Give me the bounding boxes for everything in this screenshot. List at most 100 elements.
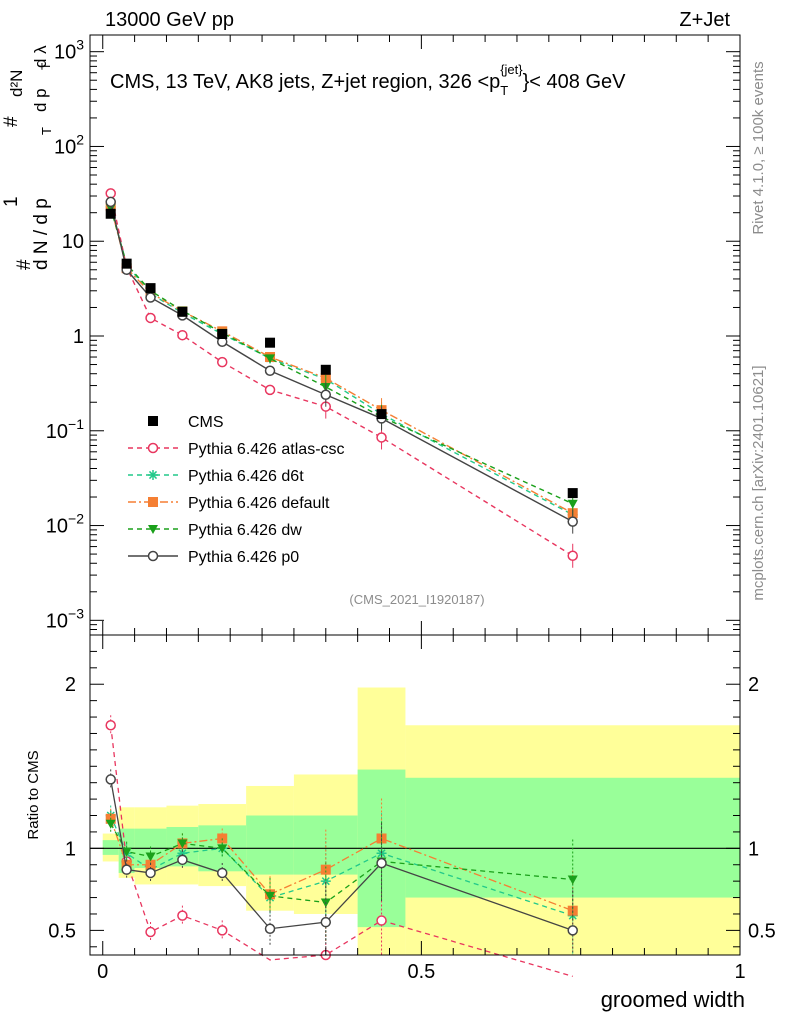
y-tick-label: 1	[73, 326, 84, 348]
series-atlas	[105, 188, 578, 568]
ratio-point-p0	[567, 925, 578, 936]
band-inner	[102, 840, 119, 855]
y-tick-label: 103	[54, 37, 84, 64]
point-atlas	[216, 356, 228, 368]
ratio-point-p0	[177, 854, 188, 866]
legend-marker-d6t	[148, 470, 158, 480]
point-p0	[145, 292, 156, 303]
source-label: mcplots.cern.ch [arXiv:2401.10621]	[750, 365, 767, 600]
ratio-ytick-label-left: 2	[65, 674, 76, 696]
xlabel: groomed width	[601, 987, 745, 1012]
ratio-point-atlas	[105, 720, 116, 731]
ratio-point-p0	[376, 857, 387, 869]
series-p0	[105, 196, 578, 534]
point-p0	[264, 365, 276, 376]
legend-marker-dw	[148, 525, 158, 534]
analysis-id: (CMS_2021_I1920187)	[349, 592, 484, 607]
point-atlas	[264, 384, 276, 396]
y-tick-label: 10−3	[46, 605, 84, 632]
ratio-point-dw	[177, 839, 188, 849]
point-cms	[320, 364, 331, 375]
ratio-point-p0	[145, 867, 156, 879]
legend-label-cms: CMS	[188, 414, 224, 431]
point-dw	[265, 354, 276, 364]
ratio-point-default	[320, 864, 331, 875]
ratio-ylabel: Ratio to CMS	[25, 750, 42, 839]
ratio-ytick-label-right: 0.5	[748, 920, 776, 942]
ratio-point-dw	[217, 844, 228, 854]
ratio-ytick-label-left: 0.5	[48, 920, 76, 942]
point-cms	[177, 306, 188, 317]
point-cms	[217, 328, 228, 339]
point-cms	[567, 488, 578, 499]
ylabel-hash-2: #	[1, 116, 22, 127]
ylabel-dn: d N / d p	[31, 198, 52, 270]
upper-series-group	[105, 188, 578, 568]
chart-title: CMS, 13 TeV, AK8 jets, Z+jet region, 326…	[110, 62, 626, 98]
ratio-series-p0	[105, 769, 578, 955]
ratio-ytick-label-right: 2	[748, 674, 759, 696]
series-line-dw	[110, 207, 574, 505]
ratio-ytick-label-left: 1	[65, 838, 76, 860]
ratio-point-dw	[567, 875, 578, 885]
x-tick-label: 1	[734, 961, 745, 983]
ratio-point-dw	[265, 891, 276, 901]
ratio-ytick-label-right: 1	[748, 838, 759, 860]
ratio-point-dw	[121, 847, 132, 857]
point-atlas	[145, 312, 156, 324]
ratio-point-d6t	[320, 876, 331, 887]
ratio-point-dw	[105, 819, 116, 829]
ratio-line-dw	[110, 823, 573, 904]
process-label: Z+Jet	[679, 9, 730, 31]
ratio-point-atlas	[216, 925, 228, 936]
ratio-point-atlas	[145, 926, 156, 938]
ratio-point-p0	[216, 867, 228, 879]
energy-label: 13000 GeV pp	[105, 9, 234, 31]
legend-label-p0: Pythia 6.426 p0	[188, 549, 299, 566]
legend-marker-default	[148, 497, 158, 507]
legend-label-d6t: Pythia 6.426 d6t	[188, 468, 304, 485]
ratio-point-dw	[145, 852, 156, 862]
series-line-p0	[110, 201, 574, 523]
point-atlas	[376, 432, 387, 443]
lower-frame	[89, 634, 741, 956]
ylabel-d2n: d²N	[7, 70, 26, 97]
point-atlas	[105, 188, 116, 199]
series-dw	[105, 203, 578, 516]
ylabel-dl: d λ	[31, 45, 50, 68]
y-tick-label: 10−1	[46, 416, 84, 443]
y-tick-label: 102	[54, 131, 84, 158]
point-atlas	[177, 329, 188, 341]
legend-marker-atlas	[147, 442, 159, 454]
x-tick-label: 0	[97, 961, 108, 983]
ylabel-hash-1: #	[14, 259, 35, 270]
legend-marker-cms	[148, 416, 158, 426]
point-cms	[145, 283, 156, 294]
legend-label-atlas: Pythia 6.426 atlas-csc	[188, 441, 345, 458]
y-tick-label: 10−2	[46, 511, 84, 538]
ratio-series-group	[105, 715, 578, 977]
point-p0	[567, 516, 578, 527]
series-line-d6t	[110, 206, 574, 516]
legend-label-default: Pythia 6.426 default	[188, 495, 330, 512]
series-line-atlas	[110, 193, 574, 557]
legend-label-dw: Pythia 6.426 dw	[188, 522, 302, 539]
ylabel-dpt: d p	[31, 88, 50, 112]
point-cms	[105, 208, 116, 219]
upper-y-ticks: 10−3 10−2 10−1 1 10 102 103	[46, 35, 741, 636]
band-inner	[246, 815, 294, 875]
ratio-point-p0	[105, 774, 116, 785]
point-p0	[105, 196, 116, 208]
ratio-point-p0	[121, 864, 132, 875]
series-cms	[105, 208, 578, 499]
y-tick-label: 10	[62, 231, 84, 253]
rivet-label: Rivet 4.1.0, ≥ 100k events	[750, 61, 767, 234]
legend-marker-p0	[147, 550, 159, 562]
ratio-point-p0	[264, 923, 276, 934]
point-p0	[320, 389, 332, 400]
point-cms	[376, 409, 387, 420]
point-cms	[121, 258, 132, 269]
series-line-default	[110, 205, 574, 514]
point-atlas	[567, 550, 578, 562]
